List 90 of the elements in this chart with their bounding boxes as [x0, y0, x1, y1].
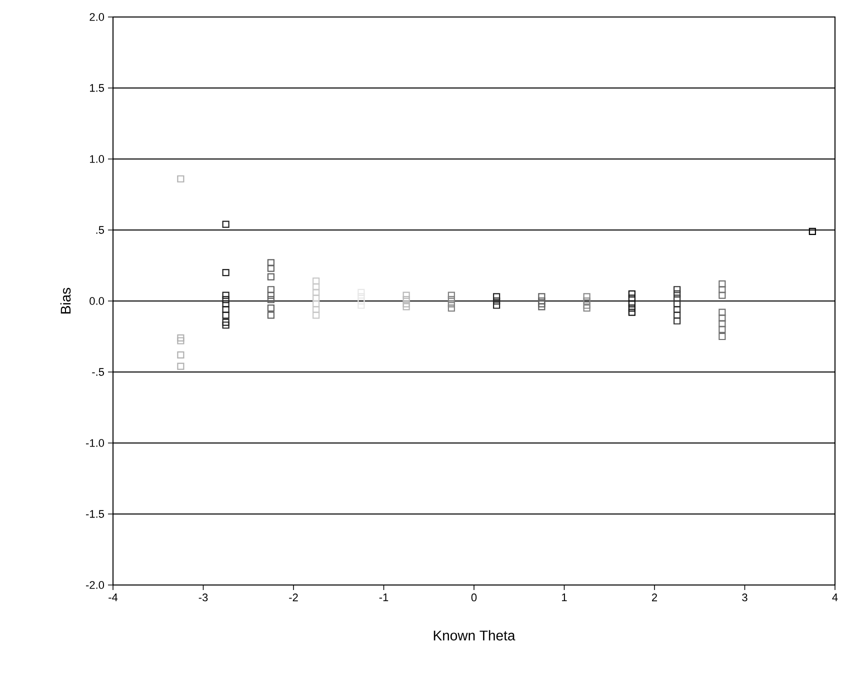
- y-tick-label: -1.0: [86, 439, 104, 447]
- point: [222, 322, 230, 329]
- point: [222, 312, 230, 319]
- point: [538, 300, 546, 308]
- point: [222, 220, 230, 228]
- point: [222, 296, 230, 304]
- point: [177, 337, 184, 344]
- point: [267, 273, 274, 280]
- point: [718, 320, 726, 328]
- y-tick-label: -.5: [92, 368, 104, 376]
- x-axis-title: Known Theta: [434, 630, 516, 640]
- y-tick-label: -2.0: [86, 581, 104, 589]
- point: [358, 302, 365, 309]
- point: [222, 269, 230, 276]
- point: [674, 306, 681, 314]
- x-tick-label: -4: [108, 594, 118, 602]
- x-tick-label: 2: [652, 594, 658, 602]
- point: [583, 293, 590, 300]
- point: [493, 293, 500, 300]
- point: [628, 300, 636, 308]
- point: [674, 300, 681, 308]
- point: [628, 308, 636, 316]
- x-tick-label: -2: [289, 594, 298, 602]
- point: [718, 292, 726, 299]
- point: [358, 297, 365, 305]
- point: [538, 293, 546, 300]
- y-tick-label: 2.0: [90, 13, 104, 21]
- x-tick-label: 3: [742, 594, 748, 602]
- point: [583, 302, 590, 309]
- point: [267, 264, 274, 272]
- point: [312, 300, 320, 308]
- point: [177, 334, 184, 342]
- x-tick-label: 0: [471, 594, 477, 602]
- point: [674, 312, 681, 319]
- point: [267, 296, 274, 304]
- point: [718, 332, 726, 340]
- point: [312, 278, 320, 285]
- point: [358, 293, 365, 300]
- y-tick-label: 0.0: [90, 297, 104, 305]
- x-tick-label: 4: [832, 594, 838, 602]
- point: [222, 292, 230, 299]
- point: [718, 308, 726, 316]
- point: [402, 296, 410, 304]
- point: [402, 300, 410, 308]
- x-tick-label: -3: [198, 594, 208, 602]
- point: [267, 304, 274, 312]
- point: [448, 292, 455, 299]
- point: [177, 362, 184, 370]
- point: [674, 294, 681, 302]
- point: [267, 286, 274, 294]
- point: [312, 288, 320, 296]
- point: [718, 280, 726, 288]
- point: [718, 286, 726, 294]
- y-tick-label: 1.0: [90, 155, 104, 163]
- point: [583, 297, 590, 305]
- point: [312, 312, 320, 319]
- point: [448, 304, 455, 312]
- point: [628, 304, 636, 312]
- point: [267, 312, 274, 319]
- point: [448, 300, 455, 308]
- point: [402, 292, 410, 299]
- point: [402, 303, 410, 310]
- point: [674, 317, 681, 324]
- point: [808, 228, 816, 235]
- point: [628, 290, 636, 298]
- point: [674, 290, 681, 298]
- point: [177, 175, 184, 182]
- point: [267, 292, 274, 299]
- point: [177, 351, 184, 358]
- y-tick-label: 1.5: [90, 84, 104, 92]
- point: [267, 259, 274, 266]
- point: [628, 294, 636, 302]
- y-tick-label: -1.5: [86, 510, 104, 518]
- x-tick-label: -1: [379, 594, 388, 602]
- point: [222, 306, 230, 314]
- point: [222, 318, 230, 326]
- point: [493, 302, 500, 309]
- point: [538, 303, 546, 310]
- point: [312, 283, 320, 290]
- point: [674, 286, 681, 294]
- point: [718, 326, 726, 333]
- point: [312, 294, 320, 302]
- x-tick-label: 1: [562, 594, 567, 602]
- point: [718, 314, 726, 322]
- point: [312, 306, 320, 314]
- point: [583, 304, 590, 312]
- point: [222, 300, 230, 308]
- y-tick-label: .5: [96, 226, 104, 234]
- y-axis-title: Bias: [60, 288, 71, 314]
- point: [448, 296, 455, 304]
